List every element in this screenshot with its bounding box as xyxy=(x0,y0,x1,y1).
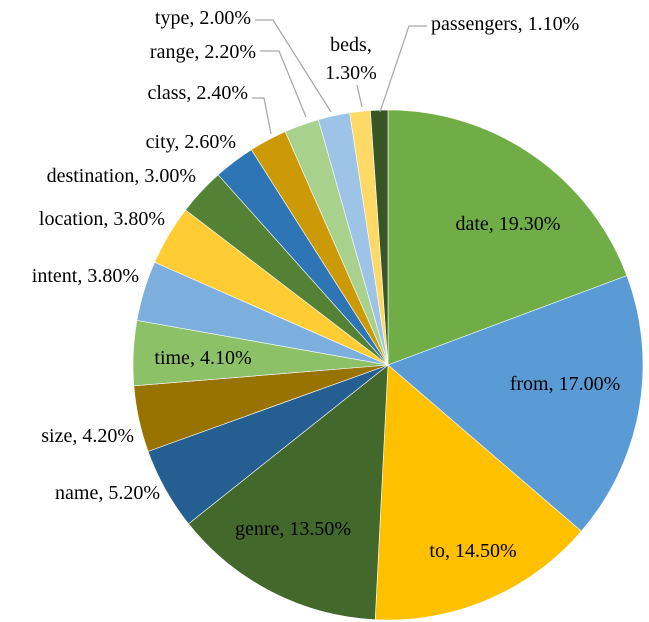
label-range: range, 2.20% xyxy=(150,41,256,63)
label-beds-value: 1.30% xyxy=(325,62,377,84)
data-labels: date, 19.30% from, 17.00% to, 14.50% gen… xyxy=(32,7,620,562)
label-from: from, 17.00% xyxy=(510,373,621,395)
pie-slice-date xyxy=(387,109,628,366)
label-type: type, 2.00% xyxy=(155,7,251,29)
label-city: city, 2.60% xyxy=(146,131,236,153)
pie-slice-from xyxy=(387,275,644,532)
leader-lines xyxy=(252,19,427,135)
label-size: size, 4.20% xyxy=(41,425,134,447)
leader-line-type xyxy=(255,19,332,113)
pie-slice-passengers xyxy=(370,109,389,366)
label-class: class, 2.40% xyxy=(147,82,248,104)
leader-line-class xyxy=(252,97,272,135)
label-beds-name: beds, xyxy=(330,34,372,56)
label-time: time, 4.10% xyxy=(154,347,251,369)
pie-slices xyxy=(132,109,644,621)
label-genre: genre, 13.50% xyxy=(235,518,351,540)
leader-line-range xyxy=(260,50,307,118)
label-date: date, 19.30% xyxy=(456,213,561,235)
label-intent: intent, 3.80% xyxy=(32,265,139,287)
pie-slice-genre xyxy=(188,364,389,620)
label-destination: destination, 3.00% xyxy=(47,165,196,187)
leader-line-passengers xyxy=(379,25,427,113)
pie-slice-to xyxy=(374,364,582,621)
leader-line-beds xyxy=(356,84,363,108)
label-passengers: passengers, 1.10% xyxy=(431,13,579,35)
label-location: location, 3.80% xyxy=(39,208,165,230)
label-name: name, 5.20% xyxy=(55,482,160,504)
label-to: to, 14.50% xyxy=(429,540,516,562)
